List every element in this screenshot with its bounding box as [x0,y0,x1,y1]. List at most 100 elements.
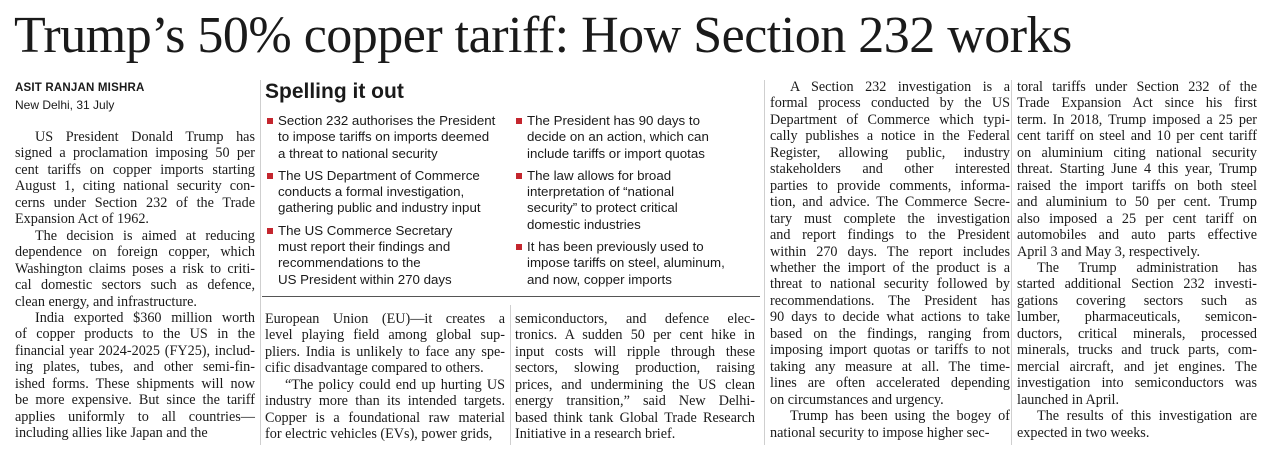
bullet-column: Section 232 authorises the President to i… [264,113,504,294]
bullet-line: and now, copper imports [527,271,672,287]
text-line: ductors, critical minerals, processed [1017,325,1257,342]
text-line: cific disadvantage compared to others. [265,360,484,377]
bullet-line: conducts a formal investigation, [278,184,465,200]
bullet-line: The law allows for broad [527,167,672,183]
bullet-item: It has been previously used to impose tar… [513,239,753,288]
bullet-line: recommendations to the [278,255,421,271]
text-line: energy transition,” said New Delhi- [515,393,755,410]
text-line: Trade Expansion Act since his first [1017,95,1257,112]
bullet-item: The US Department of Commerce conducts a … [264,168,504,217]
text-line: cal domestic sectors such as defence, [15,277,255,294]
text-column: toral tariffs under Section 232 of the Tr… [1017,79,1257,441]
text-line: recommendations. The President has [770,292,1010,309]
paragraph: semiconductors, and defence elec-tronics… [515,311,755,443]
paragraph: The decision is aimed at reducing depende… [15,228,255,310]
text-line: raised the import tariffs on both steel [1017,177,1257,194]
column-rule [764,80,765,445]
text-line: “The policy could end up hurting US [285,376,505,393]
text-line: tronics. A sudden 50 per cent hike in [515,327,755,344]
text-line: imposing import quotas or tariffs to not [770,342,1010,359]
text-line: stakeholders and other interested [770,161,1010,178]
text-line: pliers. India is unlikely to face any sp… [265,343,505,360]
text-line: Copper is a foundational raw material [265,409,505,426]
text-line: The decision is aimed at reducing [35,227,255,244]
text-line: threat. Starting June 4 this year, Trump [1017,161,1257,178]
text-line: clean energy, and infrastructure. [15,293,197,310]
bullet-line: interpretation of “national [527,184,675,200]
paragraph: The results of this investigation are exp… [1017,408,1257,441]
text-line: cent tariffs on copper imports starting [15,161,255,178]
column-rule [510,305,511,445]
bullet-column: The President has 90 days to decide on an… [513,113,753,294]
paragraph: A Section 232 investigation is a formal p… [770,79,1010,408]
text-line: tary must complete the investigation [770,210,1010,227]
sidebar-box: Spelling it out Section 232 authorises t… [262,76,760,297]
bullet-line: to impose tariffs on imports deemed [278,129,490,145]
bullet-line: decide on an action, which can [527,129,709,145]
text-line: minerals, trucks and truck parts, com- [1017,342,1257,359]
text-line: financial year 2024-2025 (FY25), includ- [15,342,255,359]
text-line: Department of Commerce which typi- [770,111,1010,128]
dateline: New Delhi, 31 July [15,98,115,112]
text-line: prices, and undermining the US clean [515,376,755,393]
text-line: level playing field among global sup- [265,327,505,344]
text-line: toral tariffs under Section 232 of the [1017,79,1257,95]
bullet-item: The law allows for broad interpretation o… [513,168,753,233]
text-line: launched in April. [1017,391,1120,408]
text-line: August 1, citing national security con- [15,178,255,195]
text-line: within 270 days. The report includes [770,243,1010,260]
text-line: on circumstances and urgency. [770,391,944,408]
text-line: also imposed a 25 per cent tariff on [1017,210,1257,227]
text-line: including allies like Japan and the [15,425,208,442]
bullet-line: include tariffs or import quotas [527,145,705,161]
text-line: ing plates, tubes, and other semi-fin- [15,359,255,376]
paragraph: Trump has been using the bogey of nationa… [770,408,1010,441]
text-line: input costs will ripple through these [515,343,755,360]
bullet-item: The US Commerce Secretary must report the… [264,223,504,288]
bullet-line: impose tariffs on steel, aluminum, [527,255,725,271]
text-column: semiconductors, and defence elec-tronics… [515,311,755,443]
column-rule [1011,80,1012,445]
text-line: tion, and advice. The Commerce Secre- [770,194,1010,211]
bullet-line: The US Department of Commerce [278,167,480,183]
text-line: Washington claims poses a risk to criti- [15,260,255,277]
text-line: mercial aircraft, and jet engines. The [1017,358,1257,375]
bullet-line: a threat to national security [278,145,438,161]
column-rule [260,80,261,445]
bullet-item: Section 232 authorises the President to i… [264,113,504,162]
text-line: investigation into semiconductors was [1017,375,1257,392]
text-line: be more expensive. But since the tariff [15,392,255,409]
text-line: ished forms. These shipments will now [15,375,255,392]
text-line: Trump has been using the bogey of [790,408,1010,425]
bullet-line: domestic industries [527,216,641,232]
text-line: term. In 2018, Trump imposed a 25 per [1017,111,1257,128]
text-line: and report findings to the President [770,227,1010,244]
headline: Trump’s 50% copper tariff: How Section 2… [14,7,1072,64]
text-line: taking any measure at all. The time- [770,358,1010,375]
bullet-line: security” to protect critical [527,200,678,216]
text-line: Expansion Act of 1962. [15,211,149,228]
bullet-line: The President has 90 days to [527,113,700,128]
paragraph: “The policy could end up hurting US indus… [265,377,505,443]
text-line: April 3 and May 3, respectively. [1017,243,1201,260]
text-line: whether the import of the product is a [770,259,1010,276]
text-column: A Section 232 investigation is a formal p… [770,79,1010,441]
text-line: lines are often accelerated depending [770,375,1010,392]
text-line: threat to national security followed by [770,276,1010,293]
text-line: Initiative in a research brief. [515,426,676,443]
text-line: national security to impose higher sec- [770,424,990,441]
text-line: formal process conducted by the US [770,95,1010,112]
byline: ASIT RANJAN MISHRA [15,82,145,94]
text-line: for electric vehicles (EVs), power grids… [265,426,493,443]
text-line: applies uniformly to all countries— [15,408,255,425]
bullet-line: The US Commerce Secretary [278,222,453,238]
text-line: lumber, pharmaceuticals, semicon- [1017,309,1257,326]
text-line: Register, allowing public, industry [770,144,1010,161]
text-line: sectors, slowing production, raising [515,360,755,377]
text-line: The Trump administration has [1037,259,1257,276]
text-line: cent tariff on steel and 10 per cent tar… [1017,128,1257,145]
text-column: European Union (EU)—it creates a level pl… [265,311,505,443]
text-line: dependence on foreign copper, which [15,244,255,261]
text-line: European Union (EU)—it creates a [265,311,505,327]
